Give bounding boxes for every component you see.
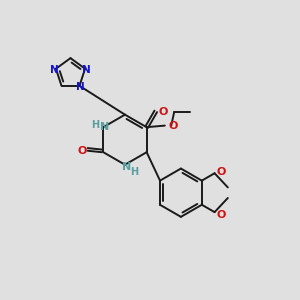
Text: O: O — [216, 167, 226, 177]
Text: O: O — [78, 146, 87, 156]
Text: O: O — [159, 107, 168, 117]
Text: O: O — [216, 211, 226, 220]
Text: N: N — [100, 122, 110, 132]
Text: N: N — [76, 82, 85, 92]
Text: N: N — [50, 65, 59, 75]
Text: H: H — [130, 167, 139, 177]
Text: N: N — [82, 65, 91, 75]
Text: N: N — [122, 162, 131, 172]
Text: H: H — [91, 120, 99, 130]
Text: O: O — [168, 121, 178, 131]
